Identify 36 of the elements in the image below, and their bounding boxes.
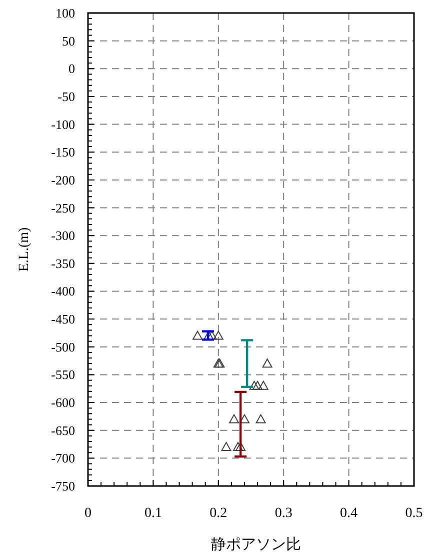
y-tick-label: 0 [68,61,75,76]
y-tick-label: -250 [51,200,75,216]
y-tick-label: -200 [51,172,75,188]
point [258,380,268,390]
x-tick-label: 0 [84,506,92,521]
point [252,380,263,390]
point [256,414,266,424]
y-tick-label: 50 [62,33,75,48]
x-tick-label: 0.3 [274,506,292,521]
point [213,330,224,340]
y-tick-label: -700 [51,450,75,466]
y-tick-label: -450 [51,312,75,327]
y-tick-label: 100 [56,6,75,20]
y-tick-label: -500 [51,339,75,354]
y-tick-label: -50 [58,88,75,104]
x-tick-label: 0.4 [340,506,358,521]
x-tick-label: 0.1 [144,506,162,521]
x-tick-label: 0.2 [210,506,228,521]
y-tick-label: -400 [51,284,75,299]
y-tick-label: -750 [51,478,75,494]
y-tick-label: -300 [51,228,75,244]
point [221,442,232,452]
y-tick-label: -600 [51,395,75,410]
x-tick-label: 0.5 [405,506,423,521]
y-tick-label: -550 [51,367,75,382]
y-axis-title: E.L.(m) [17,227,32,272]
point [192,330,203,340]
point [229,414,240,424]
y-tick-label: -100 [51,116,75,132]
y-tick-label: -350 [51,256,75,271]
point [239,414,250,424]
y-tick-label: -650 [51,422,75,438]
x-axis-title: 静ポアソン比 [211,535,301,553]
point [249,380,260,390]
point [262,358,272,368]
y-tick-label: -150 [51,144,75,160]
